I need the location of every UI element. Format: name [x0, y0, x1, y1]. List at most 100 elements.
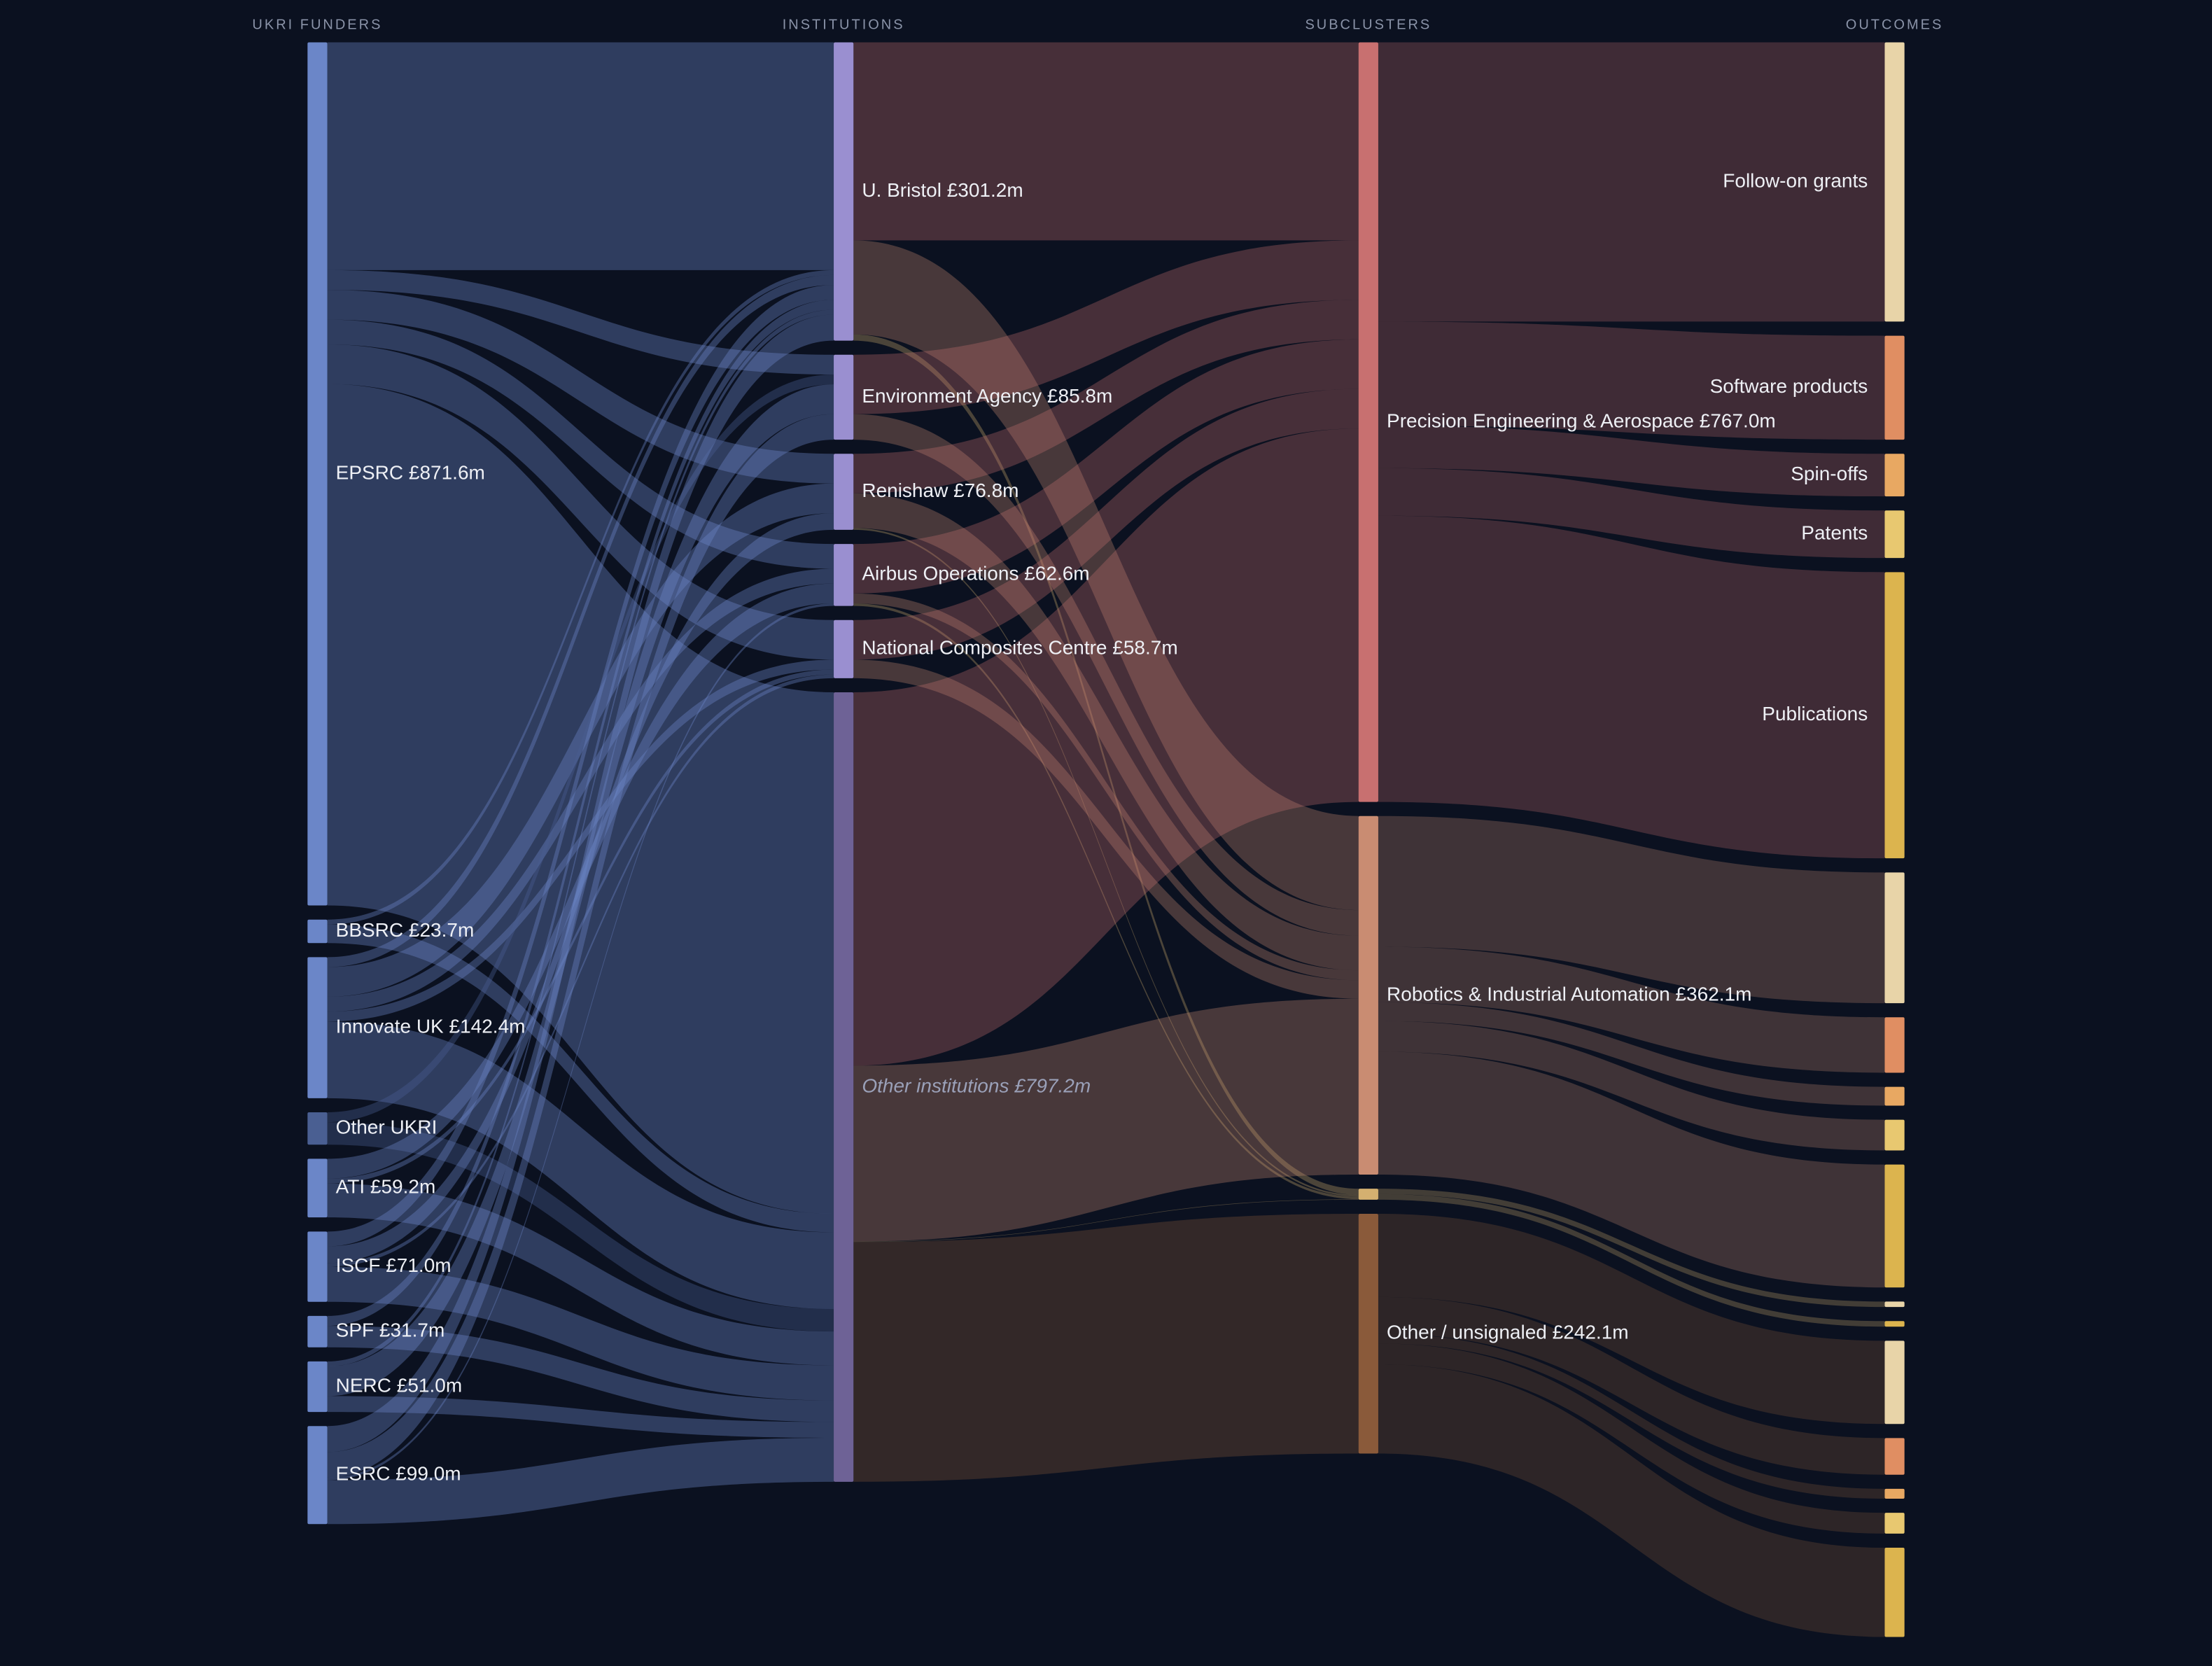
node-bar — [1358, 42, 1378, 802]
flow-link — [327, 300, 834, 1326]
column-header: SUBCLUSTERS — [1305, 18, 1432, 33]
flow-link — [1378, 42, 1885, 322]
node-label: Precision Engineering & Aerospace £767.0… — [1387, 410, 1776, 431]
column-header: UKRI FUNDERS — [252, 18, 382, 33]
flow-link — [327, 583, 834, 1179]
flow-link — [327, 568, 834, 1012]
flow-link — [327, 274, 834, 967]
node-bar — [1884, 335, 1905, 440]
flow-link — [1378, 1296, 1885, 1475]
node-bar — [1884, 572, 1905, 859]
node-label: Other / unsignaled £242.1m — [1387, 1322, 1629, 1343]
node-bar — [834, 692, 854, 1482]
node-bar — [1884, 510, 1905, 559]
flow-link — [327, 924, 834, 1233]
node-bar — [307, 1158, 328, 1218]
flow-link — [1378, 1364, 1885, 1637]
flow-link — [1378, 1343, 1885, 1534]
node-bar — [1884, 1164, 1905, 1288]
node-label: Robotics & Industrial Automation £362.1m — [1387, 983, 1751, 1004]
node-bar — [834, 544, 854, 606]
node-label: BBSRC £23.7m — [336, 919, 475, 941]
flow-link — [853, 240, 1359, 911]
node-label: U. Bristol £301.2m — [862, 179, 1023, 201]
node-bar — [1884, 872, 1905, 1004]
flow-link — [1378, 425, 1885, 497]
flow-link — [853, 659, 1359, 999]
node-label: Other institutions £797.2m — [862, 1074, 1091, 1096]
flow-link — [327, 314, 834, 1452]
flow-link — [1378, 1189, 1885, 1308]
flow-link — [327, 384, 834, 1396]
node-label: ATI £59.2m — [336, 1176, 436, 1198]
flow-link — [327, 270, 834, 375]
node-bar — [1884, 1548, 1905, 1637]
node-bar — [1884, 1086, 1905, 1106]
flow-link — [853, 603, 1359, 1200]
flow-link — [1378, 515, 1885, 859]
flow-link — [853, 240, 1359, 414]
node-label: ISCF £71.0m — [336, 1254, 451, 1276]
node-label: Follow-on grants — [1723, 169, 1868, 191]
column-header: INSTITUTIONS — [783, 18, 905, 33]
node-bar — [1884, 1340, 1905, 1424]
flow-link — [327, 414, 834, 1478]
flow-link — [327, 659, 834, 1022]
node-label: Software products — [1710, 375, 1868, 397]
flow-link — [1378, 1334, 1885, 1499]
flow-link — [327, 603, 834, 1480]
node-label: ESRC £99.0m — [336, 1463, 461, 1485]
node-label: Patents — [1801, 522, 1868, 544]
flow-link — [327, 344, 834, 660]
node-bar — [307, 42, 328, 906]
flow-link — [853, 1199, 1359, 1242]
flow-link — [853, 998, 1359, 1242]
links — [327, 42, 1885, 1637]
node-bar — [834, 354, 854, 440]
node-label: National Composites Centre £58.7m — [862, 637, 1177, 659]
flow-link — [327, 669, 834, 1184]
flow-link — [1378, 1214, 1885, 1424]
node-bar — [834, 42, 854, 341]
flow-link — [327, 290, 834, 484]
node-bar — [307, 1361, 328, 1413]
node-label: Spin-offs — [1791, 463, 1868, 484]
flow-link — [853, 414, 1359, 936]
flow-link — [327, 1438, 834, 1525]
flow-link — [327, 42, 834, 270]
node-label: EPSRC £871.6m — [336, 461, 485, 483]
node-bar — [1884, 1301, 1905, 1308]
node-bar — [834, 454, 854, 530]
flow-link — [1378, 1002, 1885, 1106]
flow-link — [327, 319, 834, 569]
flow-link — [1378, 1021, 1885, 1151]
node-bar — [1884, 1119, 1905, 1151]
node-label: Publications — [1762, 703, 1868, 724]
flow-link — [853, 593, 1359, 981]
flow-link — [1378, 1194, 1885, 1327]
flow-link — [327, 483, 834, 997]
flow-link — [1378, 1051, 1885, 1288]
node-bar — [307, 957, 328, 1098]
node-bar — [307, 1231, 328, 1302]
flow-link — [853, 42, 1359, 241]
node-bar — [1884, 454, 1905, 497]
node-label: NERC £51.0m — [336, 1374, 463, 1396]
node-bar — [1884, 1488, 1905, 1499]
node-bar — [1884, 1513, 1905, 1534]
flow-link — [327, 513, 834, 1264]
nodes: EPSRC £871.6m BBSRC £23.7m Innovate UK £14… — [307, 42, 1905, 1637]
node-bar — [1358, 1189, 1378, 1200]
flow-link — [327, 1183, 834, 1366]
flow-link — [853, 300, 1359, 493]
node-label: Renishaw £76.8m — [862, 479, 1018, 501]
flow-link — [327, 309, 834, 1366]
flow-link — [853, 428, 1359, 1066]
flow-link — [1378, 321, 1885, 440]
node-bar — [1884, 1321, 1905, 1327]
node-label: Other UKRI — [336, 1116, 438, 1138]
node-label: Innovate UK £142.4m — [336, 1016, 526, 1037]
flow-link — [327, 270, 834, 925]
